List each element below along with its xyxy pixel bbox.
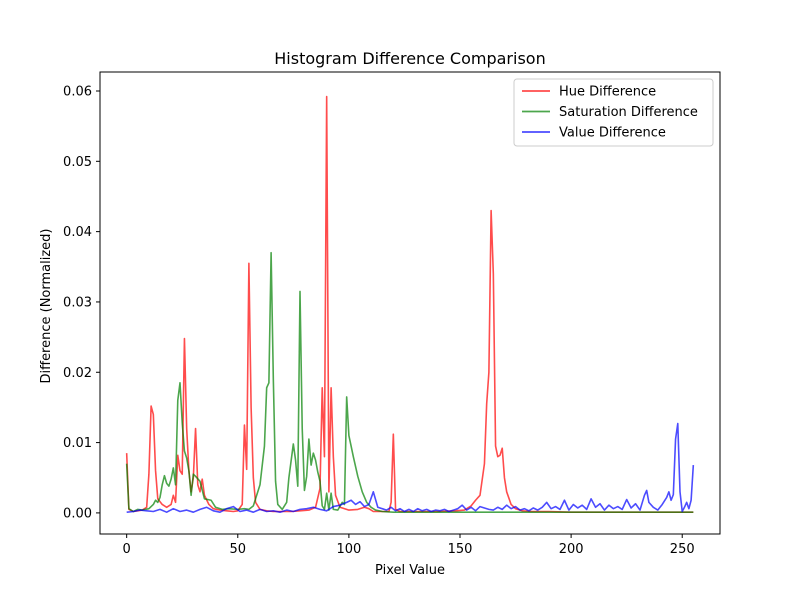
x-tick-label: 0	[123, 542, 131, 557]
x-tick-label: 200	[559, 542, 584, 557]
x-axis: 0 50 100 150 200 250	[123, 534, 695, 557]
chart-title: Histogram Difference Comparison	[274, 49, 545, 68]
y-tick-label: 0.02	[63, 366, 92, 381]
x-tick-label: 50	[230, 542, 247, 557]
series-line-2	[126, 422, 695, 513]
y-axis: 0.00 0.01 0.02 0.03 0.04 0.05 0.06	[63, 84, 100, 521]
legend-label: Saturation Difference	[559, 105, 698, 120]
plot-frame	[99, 71, 721, 535]
y-tick-label: 0.01	[63, 436, 92, 451]
legend: Hue Difference Saturation Difference Value…	[513, 78, 714, 147]
y-tick-label: 0.05	[63, 155, 92, 170]
legend-label: Hue Difference	[559, 85, 656, 100]
x-axis-label: Pixel Value	[375, 563, 445, 578]
series-line-1	[125, 251, 694, 513]
y-tick-label: 0.00	[63, 506, 92, 521]
y-tick-label: 0.04	[63, 225, 92, 240]
x-tick-label: 150	[448, 542, 473, 557]
x-tick-label: 250	[670, 542, 695, 557]
series-line-0	[125, 95, 694, 513]
series-lines	[125, 95, 695, 513]
legend-label: Value Difference	[559, 126, 666, 141]
y-tick-label: 0.03	[63, 295, 92, 310]
legend-box	[513, 78, 714, 147]
y-axis-label: Difference (Normalized)	[39, 228, 54, 383]
y-tick-label: 0.06	[63, 84, 92, 99]
x-tick-label: 100	[336, 542, 361, 557]
